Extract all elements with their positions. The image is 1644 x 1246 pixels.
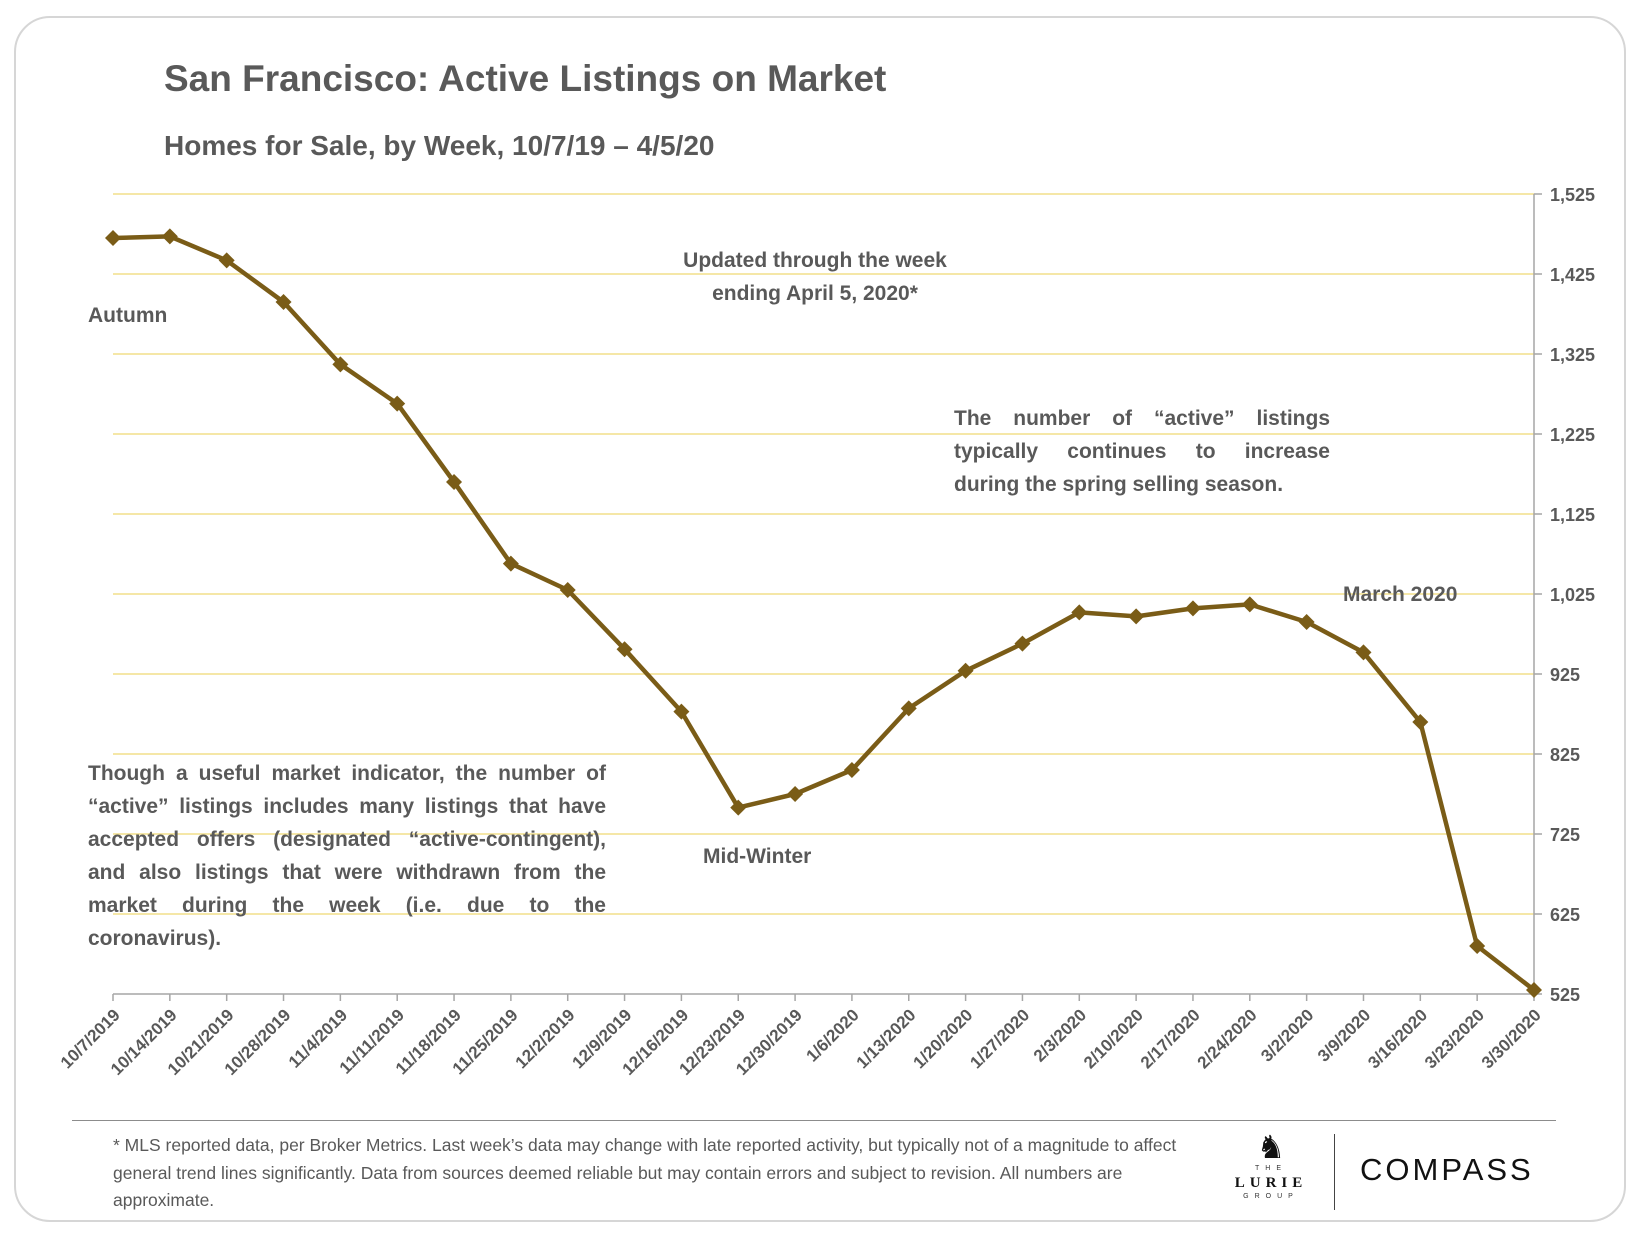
mid-winter-label: Mid-Winter [703, 845, 812, 868]
data-point-marker [843, 762, 860, 778]
data-point-marker [1298, 614, 1315, 630]
data-point-marker [957, 662, 974, 679]
x-tick-labels: 10/7/201910/14/201910/21/201910/28/20191… [57, 1005, 1545, 1079]
y-tick-label: 1,425 [1550, 265, 1595, 285]
data-point-marker [389, 395, 406, 412]
chart-card [14, 16, 1626, 1222]
y-tick-labels: 1,525 1,425 1,325 1,225 1,125 1,025 925 825 725 6… [1550, 185, 1595, 1005]
y-tick-label: 1,325 [1550, 345, 1595, 365]
gridlines [113, 193, 1542, 995]
data-point-marker [1128, 608, 1145, 625]
x-tick-label: 2/24/2020 [1194, 1005, 1261, 1072]
knight-icon: ♞ [1256, 1129, 1286, 1165]
x-tick-label: 1/13/2020 [853, 1005, 920, 1072]
data-point-marker [616, 641, 633, 658]
autumn-label: Autumn [88, 304, 168, 327]
data-point-marker [673, 703, 690, 720]
updated-line-1: Updated through the week [683, 249, 947, 272]
series-active-listings [105, 228, 1542, 998]
y-tick-label: 725 [1550, 825, 1580, 845]
footnote: * MLS reported data, per Broker Metrics.… [113, 1135, 1177, 1210]
logo-divider [1334, 1134, 1335, 1210]
indicator-note: Though a useful market indicator, the nu… [88, 762, 606, 950]
data-point-marker [559, 582, 576, 598]
compass-logo: COMPASS [1360, 1152, 1534, 1187]
data-point-marker [502, 555, 519, 572]
data-point-marker [1071, 604, 1088, 621]
lurie-logo-bottom: GROUP [1243, 1193, 1299, 1200]
axes [112, 194, 1535, 1001]
data-point-marker [1412, 714, 1429, 730]
updated-line-2: ending April 5, 2020* [712, 282, 918, 305]
data-point-marker [730, 799, 747, 816]
x-tick-label: 2/10/2020 [1080, 1005, 1147, 1072]
x-tick-label: 3/16/2020 [1364, 1005, 1431, 1072]
x-tick-label: 12/2/2019 [512, 1005, 579, 1072]
data-point-marker [787, 786, 804, 802]
y-tick-label: 825 [1550, 745, 1580, 765]
data-point-marker [161, 228, 178, 245]
series-line [112, 234, 1536, 992]
data-point-marker [1526, 982, 1542, 998]
x-tick-label: 1/20/2020 [910, 1005, 977, 1072]
lurie-logo-top: THE [1255, 1165, 1287, 1172]
data-point-marker [1241, 596, 1258, 613]
spring-note: The number of “active” listings typicall… [954, 407, 1330, 496]
y-tick-label: 1,125 [1550, 505, 1595, 525]
updated-annotation: Updated through the week ending April 5,… [620, 244, 1010, 310]
data-point-marker [446, 474, 463, 490]
lurie-logo-name: LURIE [1234, 1175, 1308, 1191]
chart-subtitle: Homes for Sale, by Week, 10/7/19 – 4/5/2… [164, 130, 715, 161]
data-point-marker [105, 230, 121, 246]
data-point-marker [1014, 635, 1031, 652]
chart-title: San Francisco: Active Listings on Market [164, 58, 887, 99]
y-tick-label: 525 [1550, 985, 1580, 1005]
y-tick-label: 1,025 [1550, 585, 1595, 605]
x-tick-label: 1/27/2020 [966, 1005, 1033, 1072]
x-tick-label: 3/23/2020 [1421, 1005, 1488, 1072]
y-tick-label: 1,525 [1550, 185, 1595, 205]
data-point-marker [275, 294, 292, 310]
y-tick-label: 925 [1550, 665, 1580, 685]
x-tick-label: 2/17/2020 [1137, 1005, 1204, 1072]
y-tick-label: 625 [1550, 905, 1580, 925]
march-label: March 2020 [1343, 583, 1458, 606]
data-point-marker [1469, 938, 1486, 954]
y-tick-label: 1,225 [1550, 425, 1595, 445]
data-point-marker [218, 252, 235, 269]
x-tick-label: 3/2/2020 [1257, 1005, 1317, 1065]
data-point-marker [332, 356, 349, 373]
footer-divider [72, 1120, 1556, 1121]
data-point-marker [1184, 600, 1201, 617]
data-point-marker [900, 700, 917, 717]
x-tick-label: 3/30/2020 [1478, 1005, 1545, 1072]
data-point-marker [1355, 644, 1372, 661]
lurie-group-logo: ♞ THE LURIE GROUP [1230, 1130, 1312, 1210]
